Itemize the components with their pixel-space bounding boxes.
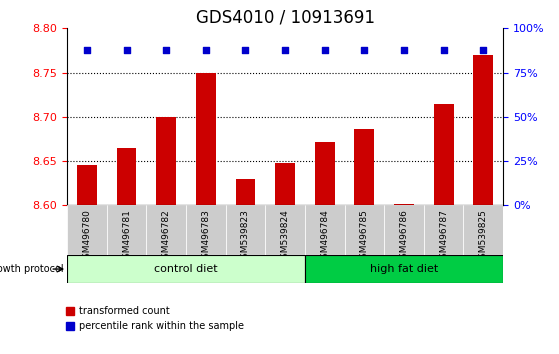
Text: GSM496783: GSM496783 — [201, 209, 210, 264]
Bar — [157, 117, 176, 205]
Bar — [117, 148, 136, 205]
Point — [400, 48, 409, 53]
Bar — [77, 166, 97, 205]
Text: high fat diet: high fat diet — [370, 264, 438, 274]
FancyBboxPatch shape — [305, 255, 503, 283]
Bar — [196, 73, 216, 205]
Point — [320, 48, 329, 53]
FancyBboxPatch shape — [463, 205, 503, 255]
FancyBboxPatch shape — [67, 255, 305, 283]
Text: GSM496787: GSM496787 — [439, 209, 448, 264]
Text: GSM496785: GSM496785 — [360, 209, 369, 264]
Bar — [235, 179, 255, 205]
Point — [201, 48, 210, 53]
Bar — [473, 55, 493, 205]
Bar — [434, 104, 453, 205]
Text: growth protocol: growth protocol — [0, 264, 64, 274]
Bar — [275, 163, 295, 205]
Text: GSM496781: GSM496781 — [122, 209, 131, 264]
FancyBboxPatch shape — [305, 205, 344, 255]
Text: GSM539824: GSM539824 — [281, 209, 290, 264]
FancyBboxPatch shape — [384, 205, 424, 255]
Bar — [354, 129, 375, 205]
Point — [281, 48, 290, 53]
Title: GDS4010 / 10913691: GDS4010 / 10913691 — [196, 9, 375, 27]
Point — [360, 48, 369, 53]
Legend: transformed count, percentile rank within the sample: transformed count, percentile rank withi… — [61, 302, 248, 335]
Point — [122, 48, 131, 53]
FancyBboxPatch shape — [226, 205, 266, 255]
Point — [479, 48, 488, 53]
FancyBboxPatch shape — [146, 205, 186, 255]
FancyBboxPatch shape — [186, 205, 226, 255]
Text: GSM539823: GSM539823 — [241, 209, 250, 264]
Bar — [315, 142, 335, 205]
Text: GSM496786: GSM496786 — [400, 209, 409, 264]
Text: GSM496782: GSM496782 — [162, 209, 170, 264]
Point — [439, 48, 448, 53]
FancyBboxPatch shape — [107, 205, 146, 255]
FancyBboxPatch shape — [344, 205, 384, 255]
FancyBboxPatch shape — [67, 205, 107, 255]
Point — [241, 48, 250, 53]
Text: GSM496780: GSM496780 — [82, 209, 92, 264]
Point — [82, 48, 91, 53]
FancyBboxPatch shape — [424, 205, 463, 255]
Text: control diet: control diet — [154, 264, 218, 274]
Text: GSM539825: GSM539825 — [479, 209, 488, 264]
Text: GSM496784: GSM496784 — [320, 209, 329, 264]
Point — [162, 48, 170, 53]
Bar — [394, 204, 414, 205]
FancyBboxPatch shape — [266, 205, 305, 255]
